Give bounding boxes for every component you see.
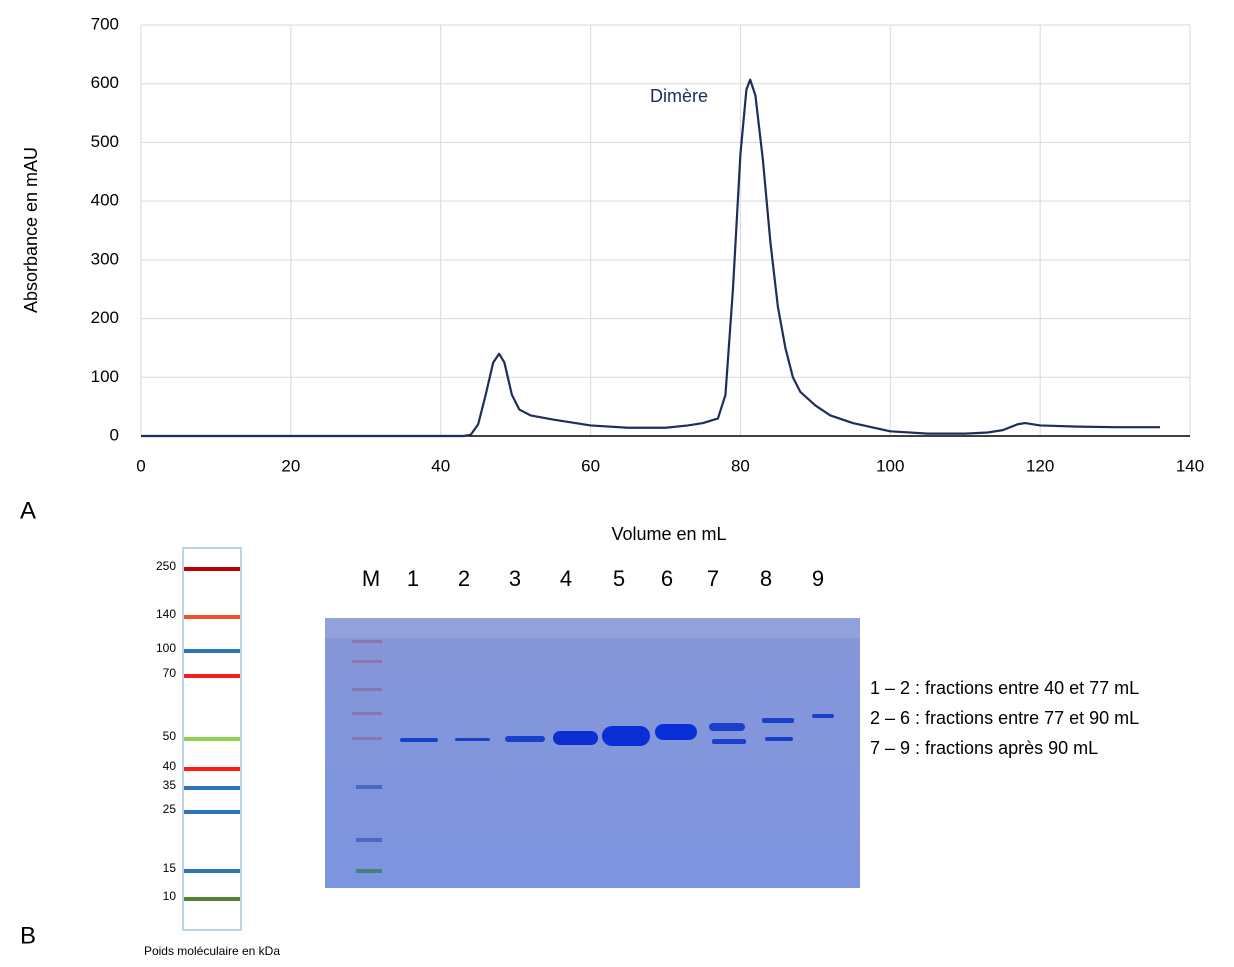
- gel-band: [352, 640, 382, 643]
- panel-label: A: [20, 497, 36, 524]
- panel-label: B: [20, 922, 36, 949]
- y-tick-label: 300: [91, 249, 119, 268]
- gel-band: [602, 726, 650, 746]
- gel-band: [505, 736, 545, 742]
- gel-band: [712, 739, 746, 744]
- gel-band: [765, 737, 793, 741]
- annotation: Dimère: [650, 86, 708, 106]
- ladder-label: 50: [163, 729, 177, 743]
- gel-band: [553, 731, 598, 745]
- gel-band: [356, 869, 382, 873]
- ladder-label: 250: [156, 559, 176, 573]
- gel-band: [352, 737, 382, 740]
- gel-band: [352, 660, 382, 663]
- legend-text: 7 – 9 : fractions après 90 mL: [870, 738, 1098, 758]
- lane-label: 3: [509, 566, 521, 591]
- gel-image: [325, 618, 860, 888]
- x-tick-label: 0: [136, 456, 145, 475]
- legend-text: 2 – 6 : fractions entre 77 et 90 mL: [870, 708, 1139, 728]
- lane-label: 8: [760, 566, 772, 591]
- gel-band: [352, 688, 382, 691]
- y-tick-label: 500: [91, 132, 119, 151]
- ladder-label: 70: [163, 666, 177, 680]
- x-tick-label: 40: [431, 456, 450, 475]
- gel-band: [709, 723, 745, 731]
- ladder-label: 140: [156, 607, 176, 621]
- legend-text: 1 – 2 : fractions entre 40 et 77 mL: [870, 678, 1139, 698]
- x-tick-label: 120: [1026, 456, 1054, 475]
- gel-band: [356, 785, 382, 789]
- gel-band: [356, 838, 382, 842]
- lane-label: 1: [407, 566, 419, 591]
- y-tick-label: 700: [91, 14, 119, 33]
- ladder-label: 10: [163, 889, 177, 903]
- x-tick-label: 80: [731, 456, 750, 475]
- ladder-label: 40: [163, 759, 177, 773]
- ladder-label: 25: [163, 802, 177, 816]
- data-line: [141, 78, 1161, 438]
- lane-label: 6: [661, 566, 673, 591]
- lane-label: 7: [707, 566, 719, 591]
- gel-edge: [325, 618, 860, 638]
- gel-band: [762, 718, 794, 723]
- x-axis-label: Volume en mL: [611, 524, 726, 544]
- ladder-label: 15: [163, 861, 177, 875]
- x-tick-label: 140: [1176, 456, 1204, 475]
- y-tick-label: 0: [110, 425, 119, 444]
- y-tick-label: 600: [91, 73, 119, 92]
- lane-label: 5: [613, 566, 625, 591]
- gel-band: [400, 738, 438, 742]
- ladder-label: 35: [163, 778, 177, 792]
- y-axis-label: Absorbance en mAU: [21, 147, 41, 313]
- x-tick-label: 20: [281, 456, 300, 475]
- ladder-title: Poids moléculaire en kDa: [144, 944, 280, 958]
- ladder-label: 100: [156, 641, 176, 655]
- gel-band: [812, 714, 834, 718]
- y-tick-label: 100: [91, 367, 119, 386]
- marker-bands: [352, 640, 382, 873]
- lane-label: M: [362, 566, 380, 591]
- sample-bands: [400, 714, 834, 746]
- lane-label: 9: [812, 566, 824, 591]
- lane-label: 2: [458, 566, 470, 591]
- gel-band: [655, 724, 697, 740]
- y-tick-label: 400: [91, 191, 119, 210]
- y-tick-label: 200: [91, 308, 119, 327]
- gel-band: [352, 712, 382, 715]
- gel-band: [455, 738, 490, 741]
- x-tick-label: 100: [876, 456, 904, 475]
- lane-label: 4: [560, 566, 572, 591]
- x-tick-label: 60: [581, 456, 600, 475]
- gel-background: [325, 618, 860, 888]
- ladder-frame: [182, 547, 242, 931]
